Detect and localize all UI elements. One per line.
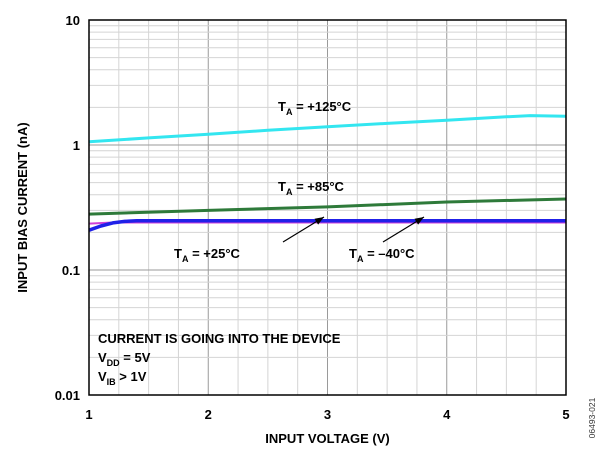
series-annotation-3: TA = +25°C xyxy=(174,246,241,264)
x-axis-title: INPUT VOLTAGE (V) xyxy=(265,431,389,446)
x-tick-label: 2 xyxy=(205,407,212,422)
x-tick-label: 3 xyxy=(324,407,331,422)
y-tick-label: 0.01 xyxy=(55,388,80,403)
condition-note-3: VIB > 1V xyxy=(98,369,147,387)
plot-frame xyxy=(88,19,567,396)
arrow-head xyxy=(314,217,324,225)
figure-id: 06493-021 xyxy=(587,397,597,438)
series-annotations: TA = +125°C TA = +85°C TA = +25°C TA = –40°… xyxy=(174,99,415,264)
condition-note-1: CURRENT IS GOING INTO THE DEVICE xyxy=(98,331,341,346)
x-tick-label: 1 xyxy=(85,407,92,422)
gridlines xyxy=(89,20,566,395)
series-line-2 xyxy=(88,197,567,216)
x-tick-label: 5 xyxy=(562,407,569,422)
condition-notes: CURRENT IS GOING INTO THE DEVICE VDD = 5V… xyxy=(98,331,341,387)
arrow-head xyxy=(414,217,424,225)
series-line-1 xyxy=(88,114,567,144)
series-annotation-4: TA = –40°C xyxy=(349,246,415,264)
annotation-arrows xyxy=(282,216,425,243)
y-axis-title: INPUT BIAS CURRENT (nA) xyxy=(15,122,30,292)
series-annotation-1: TA = +125°C xyxy=(278,99,352,117)
series-line-4 xyxy=(88,221,566,225)
series-lines xyxy=(88,114,567,232)
condition-note-2: VDD = 5V xyxy=(98,350,151,368)
x-tick-label: 4 xyxy=(443,407,451,422)
y-tick-label: 10 xyxy=(66,13,80,28)
y-tick-label: 0.1 xyxy=(62,263,80,278)
series-line-3 xyxy=(88,218,566,232)
y-tick-label: 1 xyxy=(73,138,80,153)
series-annotation-2: TA = +85°C xyxy=(278,179,345,197)
tick-labels: 1 2 3 4 5 0.01 0.1 1 10 xyxy=(55,13,570,422)
